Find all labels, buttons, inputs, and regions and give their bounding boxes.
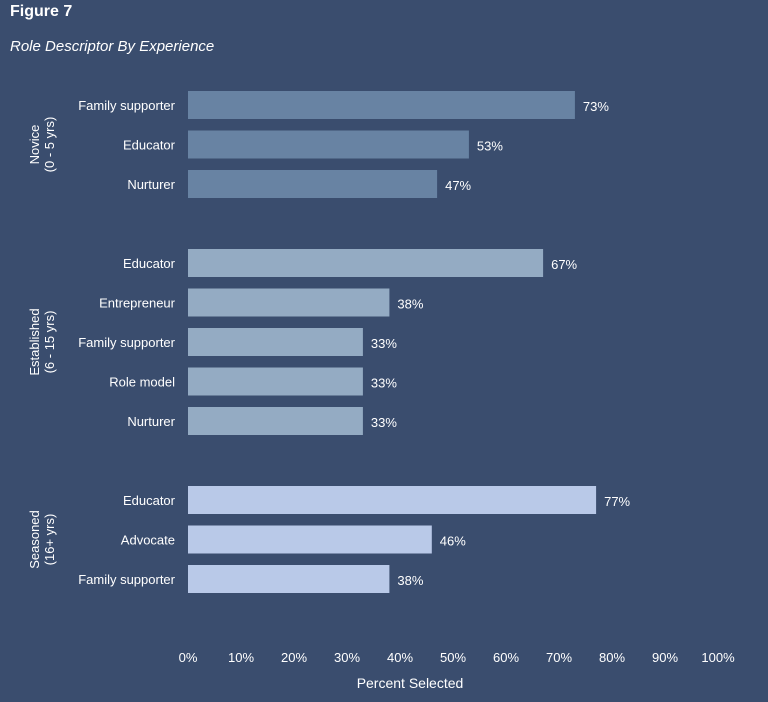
- bar: [188, 170, 438, 198]
- value-label: 47%: [445, 178, 471, 193]
- x-tick-label: 50%: [440, 650, 466, 665]
- value-label: 46%: [440, 534, 466, 549]
- bar: [188, 91, 575, 119]
- category-label: Educator: [123, 493, 176, 508]
- bar: [188, 525, 432, 554]
- x-tick-label: 90%: [652, 650, 678, 665]
- category-label: Advocate: [121, 533, 175, 548]
- group-label: Seasoned(16+ yrs): [27, 510, 57, 569]
- value-label: 73%: [583, 99, 609, 114]
- chart-title: Role Descriptor By Experience: [10, 38, 215, 55]
- bar: [188, 130, 469, 159]
- category-label: Family supporter: [78, 98, 175, 113]
- x-tick-label: 20%: [281, 650, 307, 665]
- category-label: Nurturer: [127, 414, 175, 429]
- group-label-line: (0 - 5 yrs): [42, 117, 57, 173]
- x-tick-label: 70%: [546, 650, 572, 665]
- group-label-line: Seasoned: [27, 510, 42, 569]
- bar: [188, 249, 544, 277]
- group-label-line: Established: [27, 308, 42, 375]
- x-tick-label: 100%: [701, 650, 735, 665]
- x-axis-title: Percent Selected: [357, 675, 464, 691]
- category-label: Role model: [109, 375, 175, 390]
- x-tick-label: 10%: [228, 650, 254, 665]
- category-label: Family supporter: [78, 335, 175, 350]
- x-tick-label: 30%: [334, 650, 360, 665]
- value-label: 67%: [551, 257, 577, 272]
- bar: [188, 288, 390, 317]
- category-label: Nurturer: [127, 177, 175, 192]
- bar: [188, 486, 597, 514]
- value-label: 38%: [397, 573, 423, 588]
- bar: [188, 407, 363, 435]
- category-label: Educator: [123, 138, 176, 153]
- bar: [188, 367, 363, 396]
- bar: [188, 565, 390, 593]
- x-tick-label: 60%: [493, 650, 519, 665]
- value-label: 38%: [397, 297, 423, 312]
- value-label: 33%: [371, 376, 397, 391]
- figure-label: Figure 7: [10, 3, 73, 20]
- value-label: 53%: [477, 139, 503, 154]
- group-label: Novice(0 - 5 yrs): [27, 117, 57, 173]
- value-label: 33%: [371, 336, 397, 351]
- group-label-line: (6 - 15 yrs): [42, 311, 57, 374]
- group-label: Established(6 - 15 yrs): [27, 308, 57, 375]
- group-label-line: (16+ yrs): [42, 514, 57, 566]
- x-tick-label: 40%: [387, 650, 413, 665]
- category-label: Educator: [123, 256, 176, 271]
- bar: [188, 328, 363, 356]
- category-label: Family supporter: [78, 572, 175, 587]
- x-tick-label: 0%: [179, 650, 198, 665]
- category-label: Entrepreneur: [99, 296, 176, 311]
- value-label: 77%: [604, 494, 630, 509]
- x-tick-label: 80%: [599, 650, 625, 665]
- value-label: 33%: [371, 415, 397, 430]
- group-label-line: Novice: [27, 125, 42, 165]
